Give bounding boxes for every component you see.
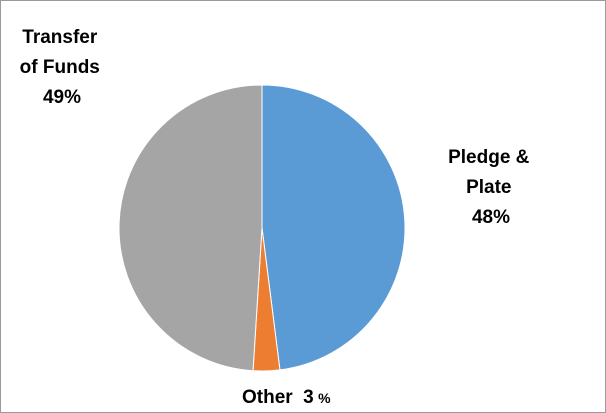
slice-label-pledge-plate-line-1: Pledge & — [448, 147, 530, 168]
slice-label-pledge-plate-line-2: Plate — [466, 177, 511, 198]
slice-label-pledge-plate: Pledge & Plate 48% — [448, 147, 534, 228]
pie-slice-pledge-plate — [261, 84, 406, 371]
pie-slices — [118, 84, 406, 372]
slice-label-transfer-of-funds: Transfer of Funds 49% — [20, 27, 105, 108]
slice-value-transfer-of-funds: 49% — [43, 87, 81, 108]
slice-label-transfer-line-2: of Funds — [20, 57, 100, 78]
slice-label-transfer-line-1: Transfer — [22, 27, 98, 48]
slice-value-pledge-plate: 48% — [472, 207, 510, 228]
slice-value-other-number: 3 — [303, 387, 314, 408]
pie-slice-transfer-of-funds — [118, 84, 263, 372]
slice-value-other-percent: % — [318, 390, 331, 406]
slice-label-other-name: Other — [242, 387, 293, 408]
slice-label-other: Other 3 % — [242, 387, 331, 408]
